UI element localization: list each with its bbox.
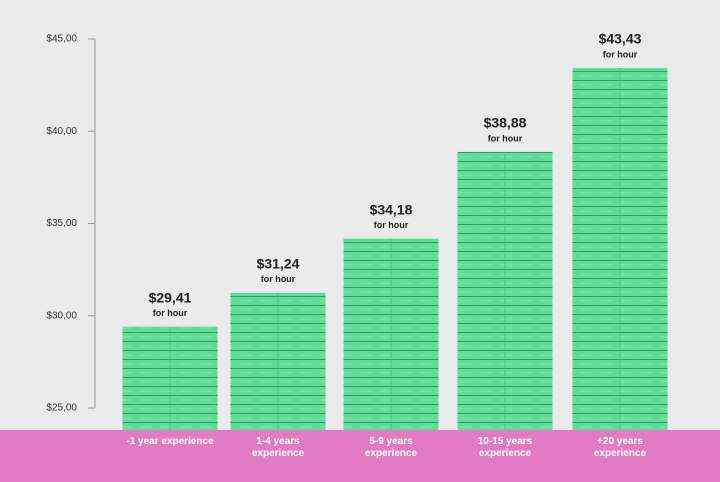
value-note: for hour (488, 133, 523, 143)
x-tick-label: 10-15 years experience (477, 436, 533, 459)
value-label: $43,43 (599, 31, 642, 47)
value-label: $34,18 (370, 201, 413, 217)
x-tick-label: 1-4 years experience (251, 436, 305, 459)
value-label: $38,88 (484, 115, 527, 131)
y-tick-label: $45,00 (46, 34, 77, 45)
value-label: $29,41 (149, 289, 192, 305)
value-note: for hour (153, 308, 188, 318)
value-note: for hour (374, 220, 409, 230)
y-tick-label: $25,00 (46, 403, 77, 414)
y-tick-label: $30,00 (46, 310, 77, 321)
x-tick-label: -1 year experience (126, 436, 214, 447)
value-label: $31,24 (257, 256, 300, 272)
value-note: for hour (603, 49, 638, 59)
footer-band (0, 430, 720, 482)
y-tick-label: $35,00 (46, 218, 77, 229)
y-tick-label: $40,00 (46, 126, 77, 137)
value-note: for hour (261, 274, 296, 284)
x-tick-label: +20 years experience (593, 436, 647, 459)
x-tick-label: 5-9 years experience (364, 436, 418, 459)
